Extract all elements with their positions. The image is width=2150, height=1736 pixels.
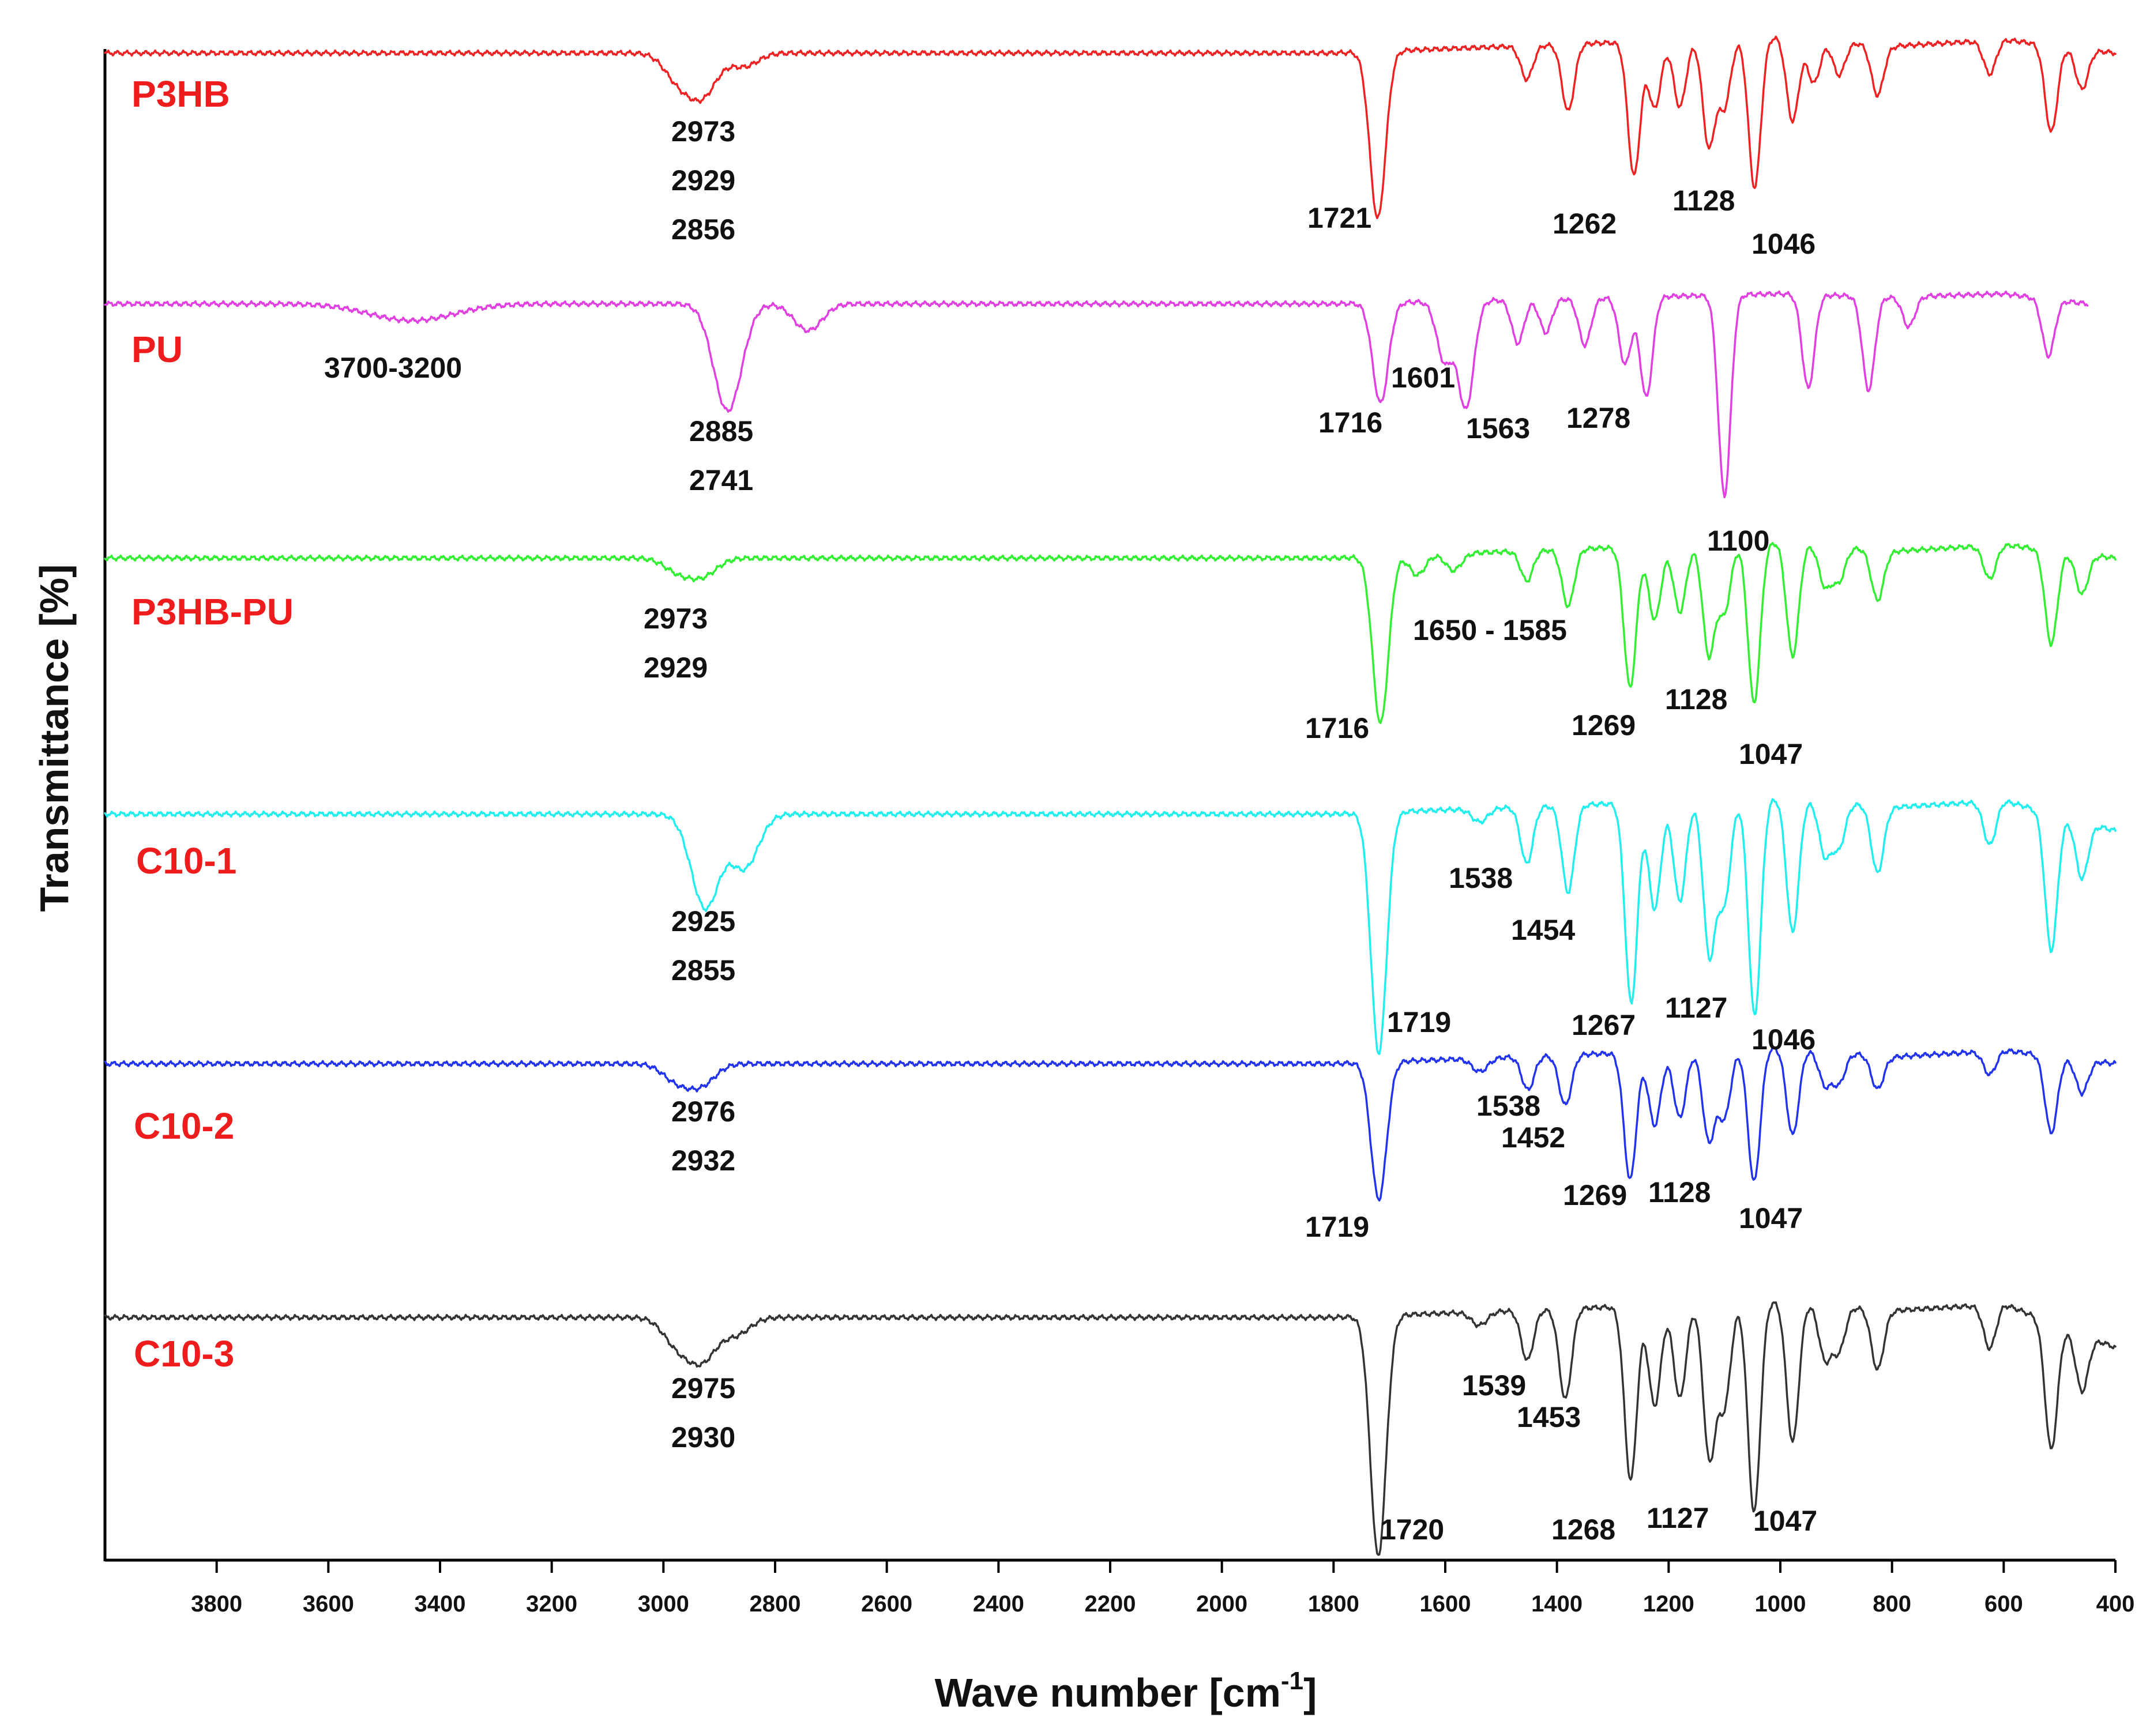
x-tick-label: 1200 — [1643, 1591, 1694, 1617]
peak-label: 1563 — [1466, 412, 1530, 445]
peak-label: 1538 — [1476, 1090, 1540, 1122]
peak-label: 1719 — [1387, 1006, 1451, 1038]
x-tick-label: 3400 — [415, 1591, 466, 1617]
x-tick-label: 1400 — [1531, 1591, 1583, 1617]
x-tick-label: 600 — [1984, 1591, 2023, 1617]
x-tick-label: 2400 — [973, 1591, 1024, 1617]
x-tick-label: 1600 — [1420, 1591, 1471, 1617]
x-axis-tick-labels: 3800 3600 3400 3200 3000 2800 2600 2400 2200 2000… — [191, 1591, 2134, 1617]
peak-label: 1100 — [1707, 525, 1769, 557]
peak-label: 1716 — [1318, 406, 1382, 439]
peak-label: 1452 — [1501, 1121, 1565, 1154]
peak-label: 1454 — [1511, 914, 1575, 946]
peak-label: 1047 — [1739, 738, 1803, 770]
x-axis-ticks — [215, 1560, 2117, 1573]
peak-label: 1720 — [1380, 1513, 1444, 1546]
peak-label: 1539 — [1462, 1369, 1526, 1402]
peak-label: 1269 — [1563, 1179, 1627, 1211]
x-tick-label: 1800 — [1308, 1591, 1359, 1617]
peak-label: 2929 — [671, 164, 735, 197]
peak-label: 1268 — [1551, 1513, 1615, 1546]
series-line-c10-3 — [104, 1301, 2117, 1556]
peak-label: 2929 — [644, 652, 708, 684]
peak-label: 1721 — [1307, 202, 1371, 234]
peak-label: 1538 — [1449, 862, 1513, 894]
peak-label: 3700-3200 — [324, 352, 462, 384]
peak-label: 1047 — [1753, 1505, 1817, 1537]
peak-label: 2885 — [689, 415, 753, 447]
peak-label: 2975 — [671, 1372, 735, 1404]
series-label-c10-1: C10-1 — [136, 840, 236, 882]
x-axis-title-superscript: -1 — [1281, 1667, 1303, 1695]
peak-label: 1127 — [1647, 1502, 1709, 1534]
peak-label: 1453 — [1517, 1401, 1581, 1433]
peak-label: 1127 — [1665, 992, 1727, 1024]
x-tick-label: 2000 — [1196, 1591, 1247, 1617]
peak-label: 2855 — [671, 954, 735, 986]
series-line-p3hb-pu — [104, 541, 2117, 724]
peak-label: 2925 — [671, 905, 735, 937]
peak-label: 1650 - 1585 — [1413, 614, 1567, 646]
x-tick-label: 800 — [1873, 1591, 1911, 1617]
peak-label: 1269 — [1572, 709, 1636, 741]
x-tick-label: 2600 — [861, 1591, 912, 1617]
series-line-c10-2 — [104, 1046, 2117, 1202]
series-line-c10-1 — [104, 798, 2117, 1055]
series-label-c10-2: C10-2 — [134, 1105, 234, 1147]
series-label-pu: PU — [131, 329, 183, 370]
peak-label: 2930 — [671, 1421, 735, 1453]
x-tick-label: 3800 — [191, 1591, 242, 1617]
x-tick-label: 3200 — [526, 1591, 577, 1617]
spectra-series — [104, 35, 2117, 1556]
x-tick-label: 1000 — [1755, 1591, 1806, 1617]
peak-label: 2973 — [671, 115, 735, 148]
peak-label: 1046 — [1751, 228, 1816, 260]
peak-label: 1128 — [1665, 683, 1727, 716]
x-axis-title-main: Wave number [cm — [935, 1670, 1281, 1715]
peak-label: 2932 — [671, 1144, 735, 1177]
series-label-p3hb-pu: P3HB-PU — [131, 591, 294, 632]
peak-label: 1128 — [1672, 184, 1735, 217]
series-label-p3hb: P3HB — [131, 73, 230, 115]
series-label-c10-3: C10-3 — [134, 1333, 234, 1375]
series-line-pu — [104, 290, 2089, 499]
series-line-p3hb — [104, 35, 2117, 220]
peak-label: 1267 — [1572, 1009, 1636, 1041]
peak-label: 2741 — [689, 464, 753, 496]
peak-label: 1262 — [1553, 208, 1617, 240]
peak-label: 1601 — [1391, 361, 1455, 394]
peak-label: 1278 — [1566, 402, 1630, 434]
x-tick-label: 3600 — [303, 1591, 354, 1617]
peak-label: 1719 — [1305, 1211, 1369, 1243]
y-axis-title: Transmittance [%] — [32, 564, 77, 912]
x-axis-title: Wave number [cm-1] — [935, 1667, 1317, 1715]
x-tick-label: 400 — [2096, 1591, 2135, 1617]
x-tick-label: 2200 — [1085, 1591, 1136, 1617]
x-tick-label: 3000 — [638, 1591, 689, 1617]
peak-label: 2856 — [671, 213, 735, 246]
peak-label: 2973 — [644, 602, 708, 635]
peak-label: 1128 — [1648, 1176, 1711, 1208]
peak-label: 1046 — [1751, 1023, 1816, 1056]
peak-label: 1047 — [1739, 1202, 1803, 1234]
x-axis-title-close: ] — [1303, 1670, 1317, 1715]
peak-label: 2976 — [671, 1095, 735, 1128]
peak-label: 1716 — [1305, 712, 1369, 744]
x-tick-label: 2800 — [750, 1591, 801, 1617]
